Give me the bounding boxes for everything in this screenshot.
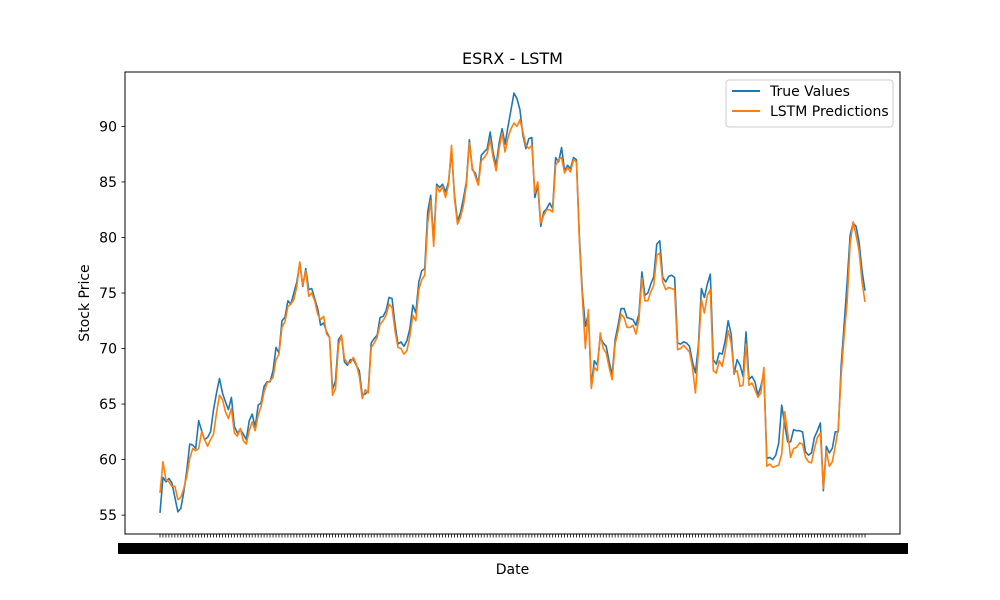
y-tick-label: 55 — [99, 508, 117, 524]
y-tick-label: 80 — [99, 230, 117, 246]
y-tick-label: 75 — [99, 286, 117, 302]
x-axis — [118, 534, 908, 554]
y-tick-label: 70 — [99, 342, 117, 358]
x-axis-label: Date — [496, 562, 529, 578]
y-tick-label: 90 — [99, 119, 117, 135]
y-tick-label: 65 — [99, 397, 117, 413]
plot-frame — [124, 71, 901, 535]
y-axis-label: Stock Price — [77, 264, 93, 341]
plot-lines — [159, 92, 866, 513]
legend-box — [725, 79, 894, 128]
y-tick-label: 60 — [99, 453, 117, 469]
x-tick-labels-overlap — [118, 543, 908, 554]
legend-label-true-values: True Values — [769, 84, 850, 100]
series-line-lstm-predictions — [159, 118, 866, 501]
y-tick-label: 85 — [99, 175, 117, 191]
legend-label-lstm-predictions: LSTM Predictions — [770, 104, 889, 120]
legend: True Values LSTM Predictions — [725, 79, 894, 128]
chart-title: ESRX - LSTM — [462, 49, 563, 68]
y-axis: 55 60 65 70 75 80 85 90 — [99, 119, 125, 524]
